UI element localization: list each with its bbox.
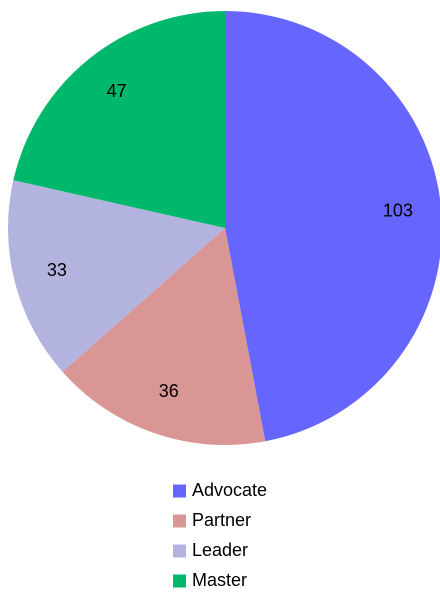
data-label: 36 bbox=[159, 381, 179, 401]
legend-label: Advocate bbox=[192, 480, 267, 500]
data-label: 33 bbox=[47, 260, 67, 280]
data-label: 103 bbox=[383, 201, 413, 221]
pie-slice bbox=[225, 11, 440, 442]
legend-label: Leader bbox=[192, 540, 248, 560]
legend-label: Master bbox=[192, 570, 247, 590]
legend-swatch bbox=[173, 514, 186, 528]
legend-swatch bbox=[173, 544, 186, 558]
data-label: 47 bbox=[107, 81, 127, 101]
pie-slice bbox=[62, 228, 266, 445]
legend-swatch bbox=[173, 574, 186, 588]
pie-slice bbox=[7, 180, 225, 372]
legend-swatch bbox=[173, 484, 186, 498]
legend-label: Partner bbox=[192, 510, 251, 530]
pie-slice bbox=[13, 11, 225, 228]
